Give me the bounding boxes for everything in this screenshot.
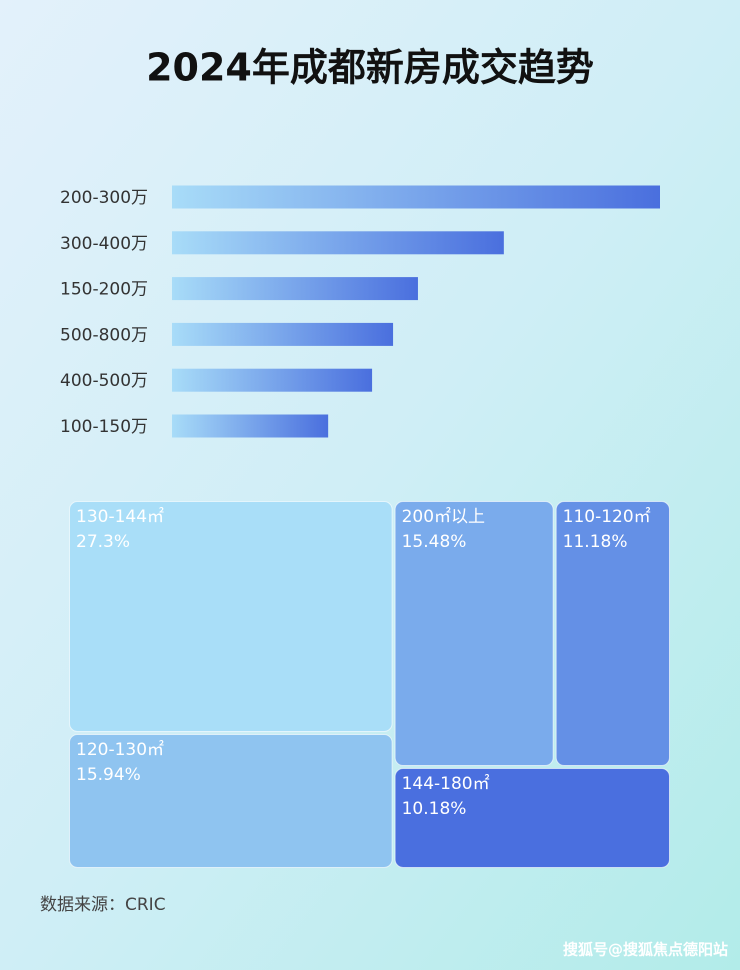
bar-label: 200-300万 — [60, 188, 148, 208]
cell-category: 144-180㎡ — [402, 774, 490, 794]
bar-chart: 200-300万 300-400万 150-200万 500-800万 400-500万… — [60, 185, 660, 438]
bar-label: 300-400万 — [60, 234, 148, 254]
bar — [172, 368, 373, 392]
bar — [172, 185, 660, 209]
chart-title: 2024年成都新房成交趋势 — [146, 46, 594, 90]
watermark: 搜狐号@搜狐焦点德阳站 — [563, 941, 728, 959]
bar — [172, 322, 394, 346]
bar — [172, 277, 418, 301]
bar-label: 500-800万 — [60, 325, 148, 345]
bar — [172, 231, 504, 255]
treemap-cell — [555, 501, 670, 767]
treemap-cell — [394, 768, 670, 868]
cell-category: 110-120㎡ — [563, 507, 651, 527]
treemap-cell — [69, 501, 393, 732]
cell-category: 120-130㎡ — [76, 740, 164, 760]
treemap: 130-144㎡ 27.3% 120-130㎡ 15.94% 200㎡以上 15.48% 1… — [69, 501, 670, 869]
source-note: 数据来源：CRIC — [40, 895, 166, 915]
cell-value-label: 15.48% — [402, 532, 467, 552]
bar-label: 400-500万 — [60, 371, 148, 391]
cell-value-label: 11.18% — [563, 532, 628, 552]
cell-category: 200㎡以上 — [402, 507, 485, 527]
cell-value-label: 15.94% — [76, 765, 141, 785]
bar — [172, 414, 329, 438]
cell-value-label: 10.18% — [402, 799, 467, 819]
bar-label: 100-150万 — [60, 417, 148, 437]
treemap-cell — [394, 501, 554, 767]
cell-value-label: 27.3% — [76, 532, 130, 552]
treemap-cell — [69, 733, 393, 869]
bar-label: 150-200万 — [60, 280, 148, 300]
cell-category: 130-144㎡ — [76, 507, 164, 527]
